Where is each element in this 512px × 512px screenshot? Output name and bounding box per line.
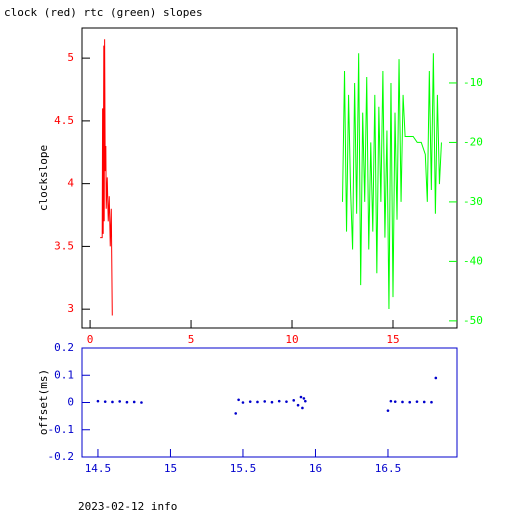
data-point (296, 403, 300, 407)
data-point (302, 397, 306, 400)
data-point (386, 409, 390, 412)
data-point (270, 400, 274, 404)
data-point (408, 400, 412, 404)
plot-frame (81, 347, 458, 458)
x-tick-label: 15 (386, 333, 399, 346)
data-point (299, 395, 303, 399)
x-tick-label: 0 (87, 333, 94, 346)
data-point (285, 400, 288, 403)
y-tick-label: -0.1 (48, 423, 75, 436)
y-tick-label: 0.1 (54, 368, 74, 381)
y2-tick-label: -20 (463, 135, 483, 148)
y-axis-label: offset(ms) (37, 369, 50, 435)
chart-title: clock (red) rtc (green) slopes (4, 6, 203, 19)
data-point (430, 400, 433, 404)
x-tick-label: 16 (309, 462, 322, 475)
data-point (140, 401, 143, 404)
y-tick-label: 4 (67, 177, 74, 190)
x-tick-label: 15.5 (230, 462, 257, 475)
data-point (237, 398, 240, 402)
y-tick-label: 0 (67, 396, 74, 409)
data-point (241, 401, 245, 404)
data-point (389, 399, 393, 403)
data-point (422, 400, 426, 404)
data-point (248, 400, 252, 403)
series-line (100, 39, 113, 316)
data-point (263, 400, 267, 403)
data-point (111, 400, 114, 404)
data-point (256, 400, 259, 404)
data-point (96, 399, 100, 403)
footer: 2023-02-12 info (78, 500, 177, 512)
y-tick-label: 0.2 (54, 341, 74, 354)
data-point (434, 376, 438, 380)
data-point (234, 412, 238, 415)
data-point (277, 399, 281, 403)
y-tick-label: 3 (67, 302, 74, 315)
y2-tick-label: -30 (463, 195, 483, 208)
data-point (132, 400, 136, 404)
x-tick-label: 16.5 (375, 462, 402, 475)
data-point (401, 400, 404, 404)
y2-tick-label: -10 (463, 76, 483, 89)
data-point (415, 400, 419, 403)
data-point (103, 400, 107, 403)
y2-tick-label: -50 (463, 314, 483, 327)
data-point (125, 400, 129, 404)
data-point (393, 400, 397, 403)
data-point (292, 399, 296, 402)
y-tick-label: -0.2 (48, 450, 75, 463)
y-tick-label: 4.5 (54, 114, 74, 127)
y2-tick-label: -40 (463, 254, 483, 267)
x-tick-label: 14.5 (85, 462, 112, 475)
data-point (301, 406, 304, 410)
data-point (118, 400, 122, 403)
y-tick-label: 5 (67, 51, 74, 64)
y-tick-label: 3.5 (54, 239, 74, 252)
data-point (304, 399, 307, 403)
y-axis-label: clockslope (37, 145, 50, 211)
plot-frame (81, 27, 458, 329)
x-tick-label: 15 (164, 462, 177, 475)
series-line (342, 53, 442, 309)
x-tick-label: 10 (285, 333, 298, 346)
x-tick-label: 5 (188, 333, 195, 346)
